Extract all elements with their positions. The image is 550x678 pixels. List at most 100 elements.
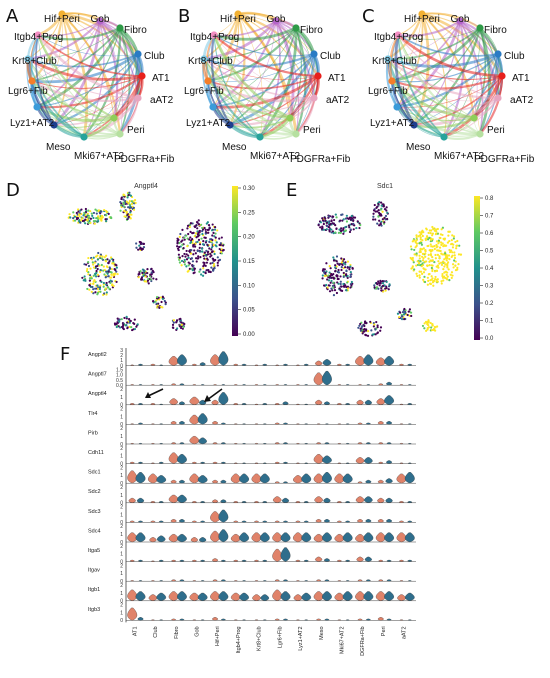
violin-mark: [301, 532, 312, 543]
umap-cell: [125, 200, 129, 203]
umap-cell: [381, 284, 385, 288]
violin-mark: [304, 462, 308, 464]
umap-cell: [416, 263, 420, 267]
umap-cell: [415, 254, 418, 257]
umap-cell: [92, 282, 95, 285]
umap-cell: [218, 237, 221, 240]
network-edge: [275, 20, 316, 99]
violin-mark: [281, 497, 290, 503]
umap-cell: [424, 255, 427, 258]
umap-cell: [454, 240, 457, 244]
umap-cell: [99, 255, 102, 258]
network-node: [96, 17, 104, 25]
violin-mark: [324, 442, 330, 445]
violin-mark: [212, 499, 219, 503]
umap-cell: [123, 215, 126, 218]
umap-cell: [207, 224, 211, 227]
umap-cell: [95, 212, 98, 215]
network-edge: [397, 34, 475, 119]
network-node-label: PDGFRa+Fib: [114, 154, 175, 165]
network-node: [138, 72, 146, 80]
violin-mark: [399, 580, 404, 582]
umap-cell: [437, 242, 440, 245]
umap-cell: [422, 271, 426, 274]
umap-cell: [323, 216, 326, 219]
cell-type-label: Itgb4+Prog: [236, 626, 242, 653]
violin-mark: [315, 360, 323, 366]
umap-d-colorbar-ticks: 0.300.250.200.150.100.050.00: [238, 186, 255, 338]
umap-cell: [108, 267, 112, 270]
umap-cell: [82, 214, 85, 217]
violin-mark: [159, 384, 163, 386]
violin-mark: [345, 384, 350, 386]
violin-mark: [316, 618, 321, 621]
network-edge: [396, 75, 503, 108]
umap-cell: [358, 226, 361, 230]
network-node-label: Gob: [451, 14, 470, 25]
umap-cell: [164, 303, 167, 306]
umap-cell: [413, 268, 416, 271]
y-tick-label: 0.5: [116, 378, 123, 384]
umap-cell: [104, 218, 107, 221]
umap-cell: [114, 263, 117, 266]
umap-cell: [178, 318, 181, 321]
colorbar-tick-label: 0.0: [485, 336, 494, 342]
violin-mark: [192, 619, 197, 621]
violin-mark: [197, 413, 208, 425]
network-edge: [229, 27, 297, 126]
umap-cell: [105, 281, 108, 285]
umap-cell: [340, 268, 343, 272]
umap-cell: [338, 287, 341, 290]
umap-cell: [137, 276, 140, 279]
network-edge: [213, 34, 319, 78]
network-node: [116, 24, 124, 32]
network-node-label: Itgb4+Prog: [190, 32, 239, 43]
umap-cell: [323, 274, 327, 278]
violin-mark: [137, 617, 144, 621]
umap-cell: [156, 304, 159, 307]
umap-cell: [321, 277, 324, 280]
umap-cell: [415, 242, 419, 245]
umap-cell: [75, 211, 78, 215]
violin-mark: [375, 357, 386, 366]
umap-cell: [152, 277, 155, 280]
violin-mark: [337, 443, 342, 445]
umap-cell: [380, 224, 383, 227]
umap-cell: [92, 263, 95, 266]
umap-cell: [186, 237, 189, 240]
umap-cell: [89, 267, 92, 270]
umap-cell: [219, 242, 222, 245]
violin-mark: [192, 363, 197, 366]
violin-mark: [234, 443, 238, 445]
umap-cell: [364, 333, 367, 336]
umap-cell: [442, 245, 445, 248]
umap-cell: [98, 287, 102, 291]
network-node-label: Peri: [487, 125, 505, 136]
umap-cell: [334, 213, 337, 216]
umap-cell: [179, 232, 182, 236]
violin-mark: [356, 556, 364, 562]
umap-cell: [381, 218, 384, 221]
annotation-arrows: [145, 388, 223, 402]
umap-cell: [88, 216, 91, 219]
umap-cell: [129, 217, 132, 220]
umap-cell: [198, 243, 202, 246]
network-node: [226, 121, 234, 129]
network-edge: [387, 58, 503, 81]
colorbar-tick-label: 0.3: [485, 284, 494, 290]
umap-cell: [338, 228, 341, 231]
umap-cell: [400, 315, 403, 318]
umap-cell: [219, 250, 223, 253]
violin-mark: [129, 461, 135, 464]
umap-cell: [127, 202, 130, 205]
umap-cell: [77, 208, 80, 211]
umap-cell: [210, 229, 214, 232]
umap-cell: [428, 236, 431, 239]
umap-cell: [341, 213, 344, 216]
umap-cell: [126, 326, 129, 329]
cell-type-label: Mki67+AT2: [340, 626, 346, 654]
violin-mark: [357, 442, 363, 445]
umap-cell: [340, 257, 343, 260]
umap-cell: [436, 253, 439, 256]
umap-cell: [387, 285, 391, 288]
